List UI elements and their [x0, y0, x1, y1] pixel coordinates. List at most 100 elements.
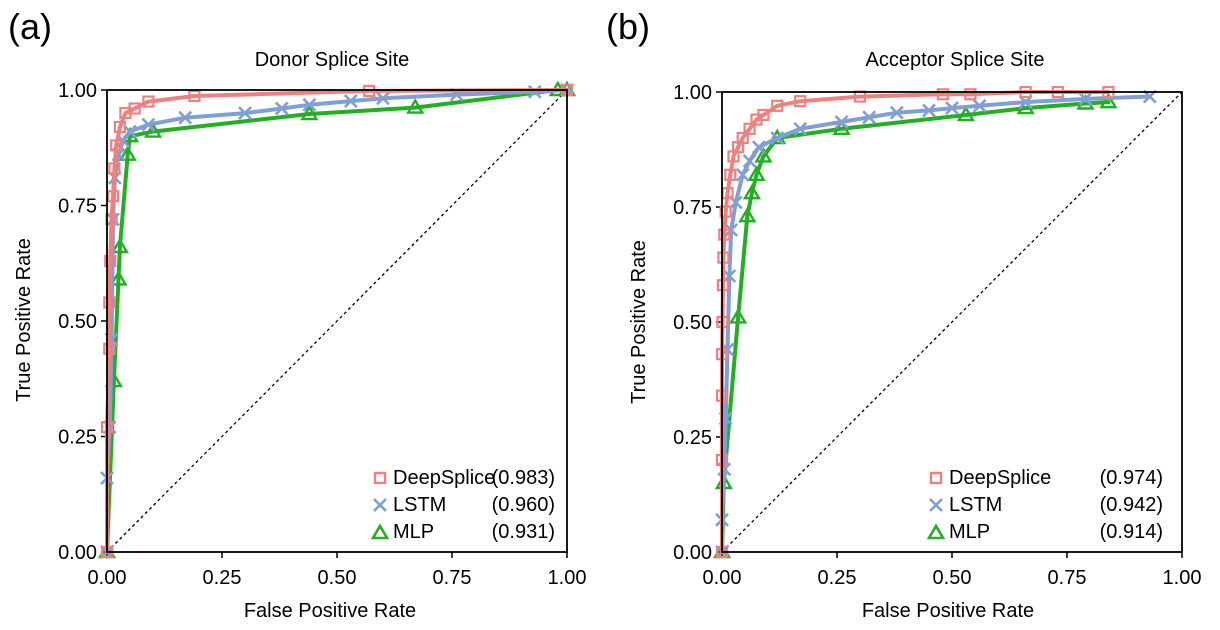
- data-point-cross: [735, 167, 750, 182]
- y-axis-label: True Positive Rate: [628, 240, 650, 404]
- data-point-square: [724, 168, 737, 181]
- data-point-cross: [972, 98, 987, 113]
- y-axis-label: True Positive Rate: [13, 238, 35, 402]
- legend-item: MLP (0.914): [925, 519, 1163, 546]
- data-point-square: [103, 342, 116, 355]
- data-point-square: [964, 88, 977, 101]
- data-point-cross: [834, 114, 849, 129]
- diagonal-reference-line: [721, 91, 1183, 553]
- y-tick-label: 0.00: [673, 542, 712, 564]
- legend-item: LSTM (0.960): [369, 492, 555, 519]
- series-mlp: [97, 80, 577, 559]
- data-point-cross: [751, 140, 766, 155]
- y-tick-label: 0.50: [673, 312, 712, 334]
- legend-item: LSTM (0.942): [925, 492, 1163, 519]
- legend-symbol-triangle-icon: [370, 523, 390, 540]
- data-point-square: [719, 205, 732, 218]
- data-point-cross: [302, 97, 317, 112]
- x-tick-label: 0.50: [318, 567, 357, 589]
- data-point-cross: [862, 110, 877, 125]
- legend-auc: (0.974): [1099, 467, 1163, 489]
- data-point-square: [717, 251, 730, 264]
- data-point-cross: [945, 101, 959, 116]
- data-point-cross: [770, 131, 785, 145]
- x-tick-label: 0.00: [88, 567, 127, 589]
- data-point-triangle: [118, 145, 137, 161]
- x-tick-label: 0.25: [818, 567, 857, 589]
- data-point-triangle: [110, 237, 129, 254]
- y-tick-label: 0.50: [58, 311, 97, 333]
- x-tick-label: 0.75: [1048, 567, 1087, 589]
- legend-label: DeepSplice: [949, 467, 1052, 489]
- data-point-triangle: [109, 270, 128, 286]
- x-tick-label: 0.75: [433, 567, 472, 589]
- y-tick-label: 1.00: [58, 80, 97, 102]
- data-point-cross: [178, 110, 193, 125]
- data-point-cross: [1018, 95, 1033, 110]
- x-axis-label: False Positive Rate: [244, 600, 416, 622]
- data-point-cross: [889, 105, 904, 120]
- legend-symbol-cross-icon: [929, 498, 943, 512]
- data-point-cross: [343, 94, 358, 109]
- x-tick-label: 0.25: [203, 567, 242, 589]
- data-point-square: [103, 296, 116, 309]
- data-point-square: [794, 95, 807, 108]
- plot-frame: [106, 89, 568, 553]
- data-point-square: [716, 279, 730, 292]
- data-point-cross: [742, 154, 757, 168]
- legend-auc: (0.914): [1099, 521, 1163, 543]
- panel-label: (b): [606, 6, 650, 47]
- y-tick-label: 0.25: [673, 427, 712, 449]
- data-point-triangle: [742, 183, 761, 200]
- data-point-cross: [274, 101, 289, 116]
- data-point-triangle: [956, 105, 975, 122]
- series-lstm: [100, 83, 574, 559]
- legend-symbol-square-icon: [373, 471, 387, 485]
- data-point-square: [106, 190, 120, 203]
- legend-auc: (0.983): [491, 467, 555, 489]
- roc-chart-acceptor: Acceptor Splice Site 0.00 0.25 0.50 0.75 1.00…: [628, 49, 1202, 622]
- data-point-square: [104, 254, 117, 268]
- legend-label: LSTM: [393, 494, 447, 516]
- data-point-triangle: [729, 308, 748, 324]
- data-point-square: [771, 99, 784, 112]
- legend-item: DeepSplice (0.983): [369, 465, 555, 492]
- x-tick-label: 1.00: [548, 567, 587, 589]
- legend-label: LSTM: [949, 494, 1003, 516]
- data-point-triangle: [143, 122, 163, 138]
- panel-a: (a) Donor Splice Site 0.00 0.25 0.50 0.75 1.0…: [8, 6, 587, 622]
- legend-auc: (0.942): [1099, 494, 1163, 516]
- data-point-cross: [123, 124, 137, 139]
- series-line: [720, 94, 1152, 554]
- legend-symbol-cross-icon: [373, 498, 387, 512]
- legend-symbol-triangle-icon: [926, 523, 946, 540]
- x-axis-label: False Positive Rate: [862, 600, 1034, 622]
- legend-auc: (0.931): [491, 521, 555, 543]
- legend-item: MLP (0.931): [369, 519, 555, 546]
- data-point-cross: [1078, 91, 1093, 106]
- data-point-triangle: [832, 119, 851, 135]
- data-point-square: [128, 102, 141, 115]
- data-point-square: [743, 122, 756, 135]
- data-point-square: [142, 95, 155, 108]
- data-point-cross: [376, 91, 390, 106]
- chart-title: Acceptor Splice Site: [866, 49, 1045, 71]
- data-point-square: [110, 139, 123, 152]
- diagonal-reference-line: [106, 89, 568, 553]
- data-point-square: [363, 84, 376, 98]
- legend-label: MLP: [949, 521, 991, 543]
- x-tick-label: 1.00: [1163, 567, 1202, 589]
- data-point-cross: [141, 117, 156, 132]
- panel-label: (a): [8, 6, 52, 47]
- y-tick-label: 0.00: [58, 542, 97, 564]
- legend-item: DeepSplice (0.974): [925, 465, 1163, 492]
- legend-symbol-square-icon: [929, 471, 943, 485]
- series-line: [105, 88, 569, 554]
- plot-frame: [721, 91, 1183, 553]
- data-point-square: [757, 108, 770, 122]
- roc-chart-donor: Donor Splice Site 0.00 0.25 0.50 0.75 1.00 0.0…: [13, 49, 587, 622]
- data-point-square: [936, 88, 949, 101]
- data-point-triangle: [747, 165, 766, 181]
- y-tick-label: 0.25: [58, 427, 97, 449]
- y-tick-label: 1.00: [673, 82, 712, 104]
